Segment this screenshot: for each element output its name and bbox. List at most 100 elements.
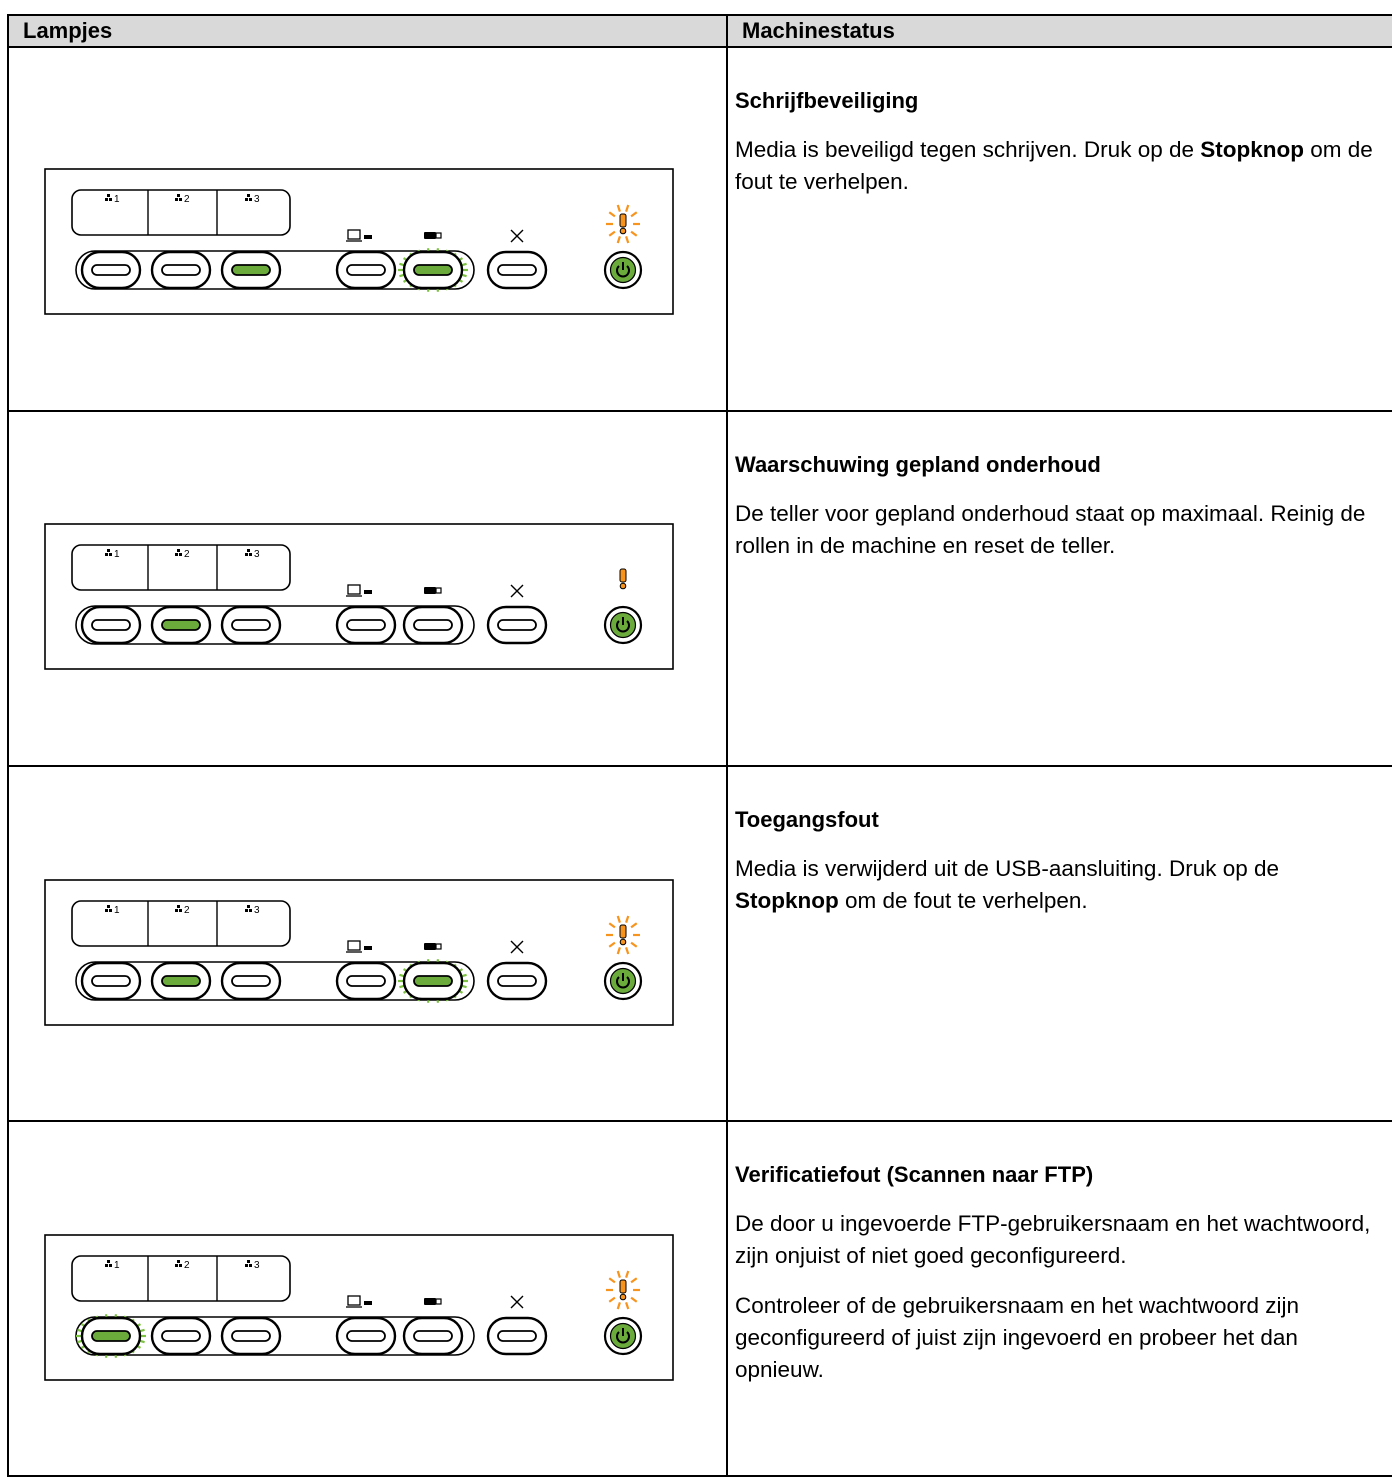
- blink-ray: [616, 1270, 621, 1278]
- icon-part: [105, 553, 108, 556]
- icon-part: [245, 198, 248, 201]
- label-box: [71, 189, 291, 236]
- network-icon: [175, 905, 182, 912]
- power-symbol: [616, 617, 630, 633]
- icon-part: [179, 909, 182, 912]
- blink-ray: [608, 230, 616, 237]
- blink-ray: [608, 922, 616, 929]
- control-panel: 1 2 3: [44, 879, 674, 1026]
- network-icon: [245, 905, 252, 912]
- blink-ray: [608, 1296, 616, 1303]
- lamp: [346, 1330, 386, 1342]
- status-cell: Toegangsfout Media is verwijderd uit de U…: [726, 765, 1392, 1122]
- lamp: [497, 619, 537, 631]
- icon-part: [109, 553, 112, 556]
- blink-ray: [616, 236, 621, 244]
- alert-bar: [619, 1279, 627, 1294]
- usb-icon: [424, 587, 442, 594]
- control-panel: 1 2 3: [44, 168, 674, 315]
- blink-ray: [630, 1296, 638, 1303]
- blink-ray: [630, 941, 638, 948]
- panel-label: 2: [184, 905, 190, 916]
- bold-run: Stopknop: [1200, 137, 1304, 162]
- lamp: [346, 975, 386, 987]
- power-symbol: [616, 262, 630, 278]
- button-strip: [75, 961, 475, 1001]
- label-box: [71, 900, 291, 947]
- status-text: Media is beveiligd tegen schrijven. Druk…: [735, 134, 1392, 198]
- lamp: [231, 619, 271, 631]
- blink-ray: [625, 204, 630, 212]
- icon-part: [247, 549, 250, 552]
- lamp: [161, 264, 201, 276]
- alert-bar: [619, 568, 627, 583]
- alert-dot: [619, 1293, 627, 1301]
- control-panel: 1 2 3: [44, 1234, 674, 1381]
- cross-icon: [510, 940, 524, 954]
- network-icon: [175, 194, 182, 201]
- icon-part: [109, 1264, 112, 1267]
- panel-label: 2: [184, 1260, 190, 1271]
- label-box: [71, 544, 291, 591]
- computer-icon: [346, 584, 372, 597]
- lamp: [413, 264, 453, 276]
- icon-part: [107, 1260, 110, 1263]
- status-table: Lampjes Machinestatus 1 2 3 Schrijfbeveilig…: [7, 14, 1392, 1477]
- panel-label: 1: [114, 905, 120, 916]
- cross-icon: [510, 229, 524, 243]
- lamp: [413, 619, 453, 631]
- icon-part: [347, 229, 361, 240]
- header-cell: Machinestatus: [726, 14, 1392, 48]
- icon-part: [249, 1264, 252, 1267]
- status-title: Toegangsfout: [735, 807, 879, 832]
- icon-part: [347, 940, 361, 951]
- text-run: Media is verwijderd uit de USB-aansluiti…: [735, 856, 1280, 881]
- button-strip: [75, 605, 475, 645]
- network-icon: [245, 1260, 252, 1267]
- blink-ray: [616, 947, 621, 955]
- lamp: [231, 1330, 271, 1342]
- network-icon: [105, 1260, 112, 1267]
- network-icon: [175, 549, 182, 556]
- icon-part: [107, 905, 110, 908]
- header-cell: Lampjes: [7, 14, 728, 48]
- blink-ray: [616, 1302, 621, 1310]
- text-run: De door u ingevoerde FTP-gebruikersnaam …: [735, 1211, 1371, 1268]
- alert-dot: [619, 582, 627, 590]
- icon-part: [249, 198, 252, 201]
- blink-ray: [625, 1302, 630, 1310]
- blink-ray: [625, 236, 630, 244]
- status-cell: Schrijfbeveiliging Media is beveiligd teg…: [726, 46, 1392, 412]
- icon-part: [247, 194, 250, 197]
- icon-part: [105, 1264, 108, 1267]
- icon-part: [364, 1301, 372, 1305]
- blink-ray: [630, 922, 638, 929]
- status-title: Waarschuwing gepland onderhoud: [735, 452, 1101, 477]
- alert-bar: [619, 213, 627, 228]
- usb-icon: [424, 943, 442, 950]
- icon-part: [107, 549, 110, 552]
- status-title: Verificatiefout (Scannen naar FTP): [735, 1162, 1094, 1187]
- icon-part: [175, 553, 178, 556]
- icon-part: [177, 194, 180, 197]
- computer-icon: [346, 229, 372, 242]
- lamp: [497, 1330, 537, 1342]
- status-text: Media is verwijderd uit de USB-aansluiti…: [735, 853, 1392, 917]
- icon-part: [245, 1264, 248, 1267]
- bold-run: Stopknop: [735, 888, 839, 913]
- status-text: De door u ingevoerde FTP-gebruikersnaam …: [735, 1208, 1392, 1272]
- blink-ray: [625, 947, 630, 955]
- icon-part: [435, 943, 442, 950]
- icon-part: [105, 909, 108, 912]
- lamp-cell: 1 2 3: [7, 1120, 728, 1477]
- blink-ray: [625, 1270, 630, 1278]
- icon-part: [364, 590, 372, 594]
- control-panel: 1 2 3: [44, 523, 674, 670]
- icon-part: [109, 909, 112, 912]
- lamp: [346, 619, 386, 631]
- lamp: [161, 975, 201, 987]
- icon-part: [107, 194, 110, 197]
- blink-ray: [630, 230, 638, 237]
- panel-label: 3: [254, 549, 260, 560]
